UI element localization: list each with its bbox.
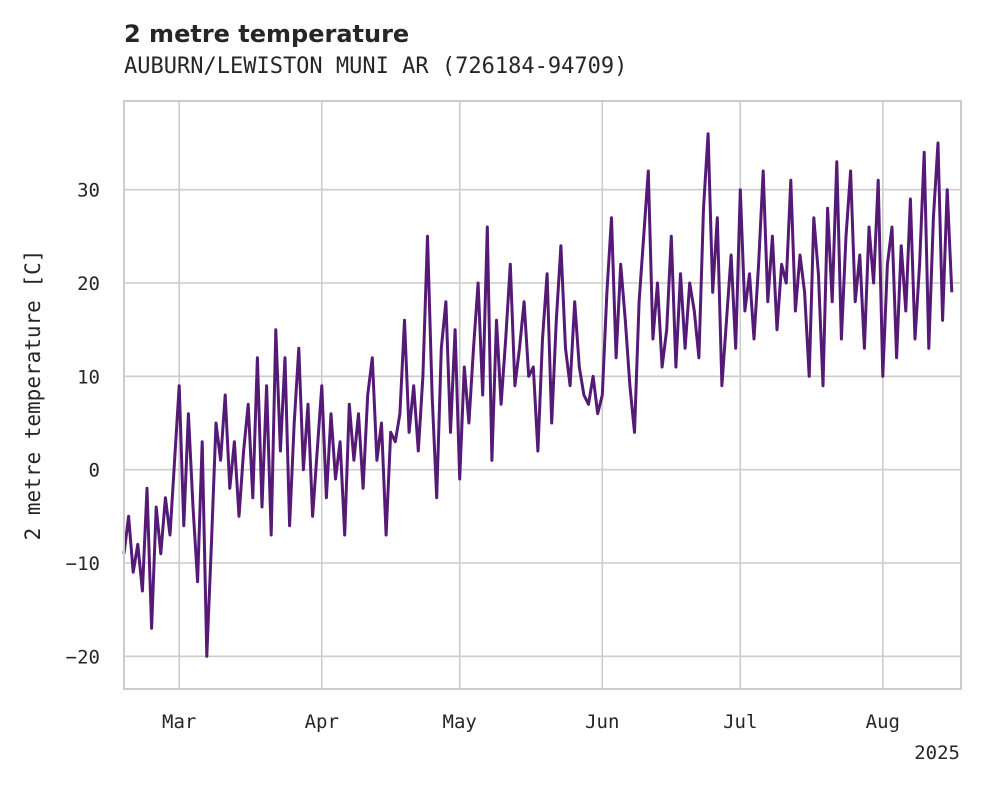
x-tick-label: Aug xyxy=(866,711,900,733)
plot-frame xyxy=(123,100,962,690)
y-tick-label: −10 xyxy=(66,553,100,575)
chart-title: 2 metre temperature xyxy=(124,20,409,48)
temperature-series-line xyxy=(122,132,954,658)
y-axis-label: 2 metre temperature [C] xyxy=(21,250,45,541)
x-tick-label: Jun xyxy=(585,711,619,733)
x-tick-label: Jul xyxy=(723,711,757,733)
tick-labels: Mar Apr May Jun Jul Aug −20 −10 0 10 20 30 xyxy=(66,180,900,733)
x-tick-label: Mar xyxy=(162,711,196,733)
data-series xyxy=(122,132,954,658)
y-tick-label: −20 xyxy=(66,646,100,668)
y-tick-label: 30 xyxy=(77,180,100,202)
chart-subtitle: AUBURN/LEWISTON MUNI AR (726184-94709) xyxy=(124,54,627,79)
x-tick-label: May xyxy=(443,711,477,733)
x-offset-label: 2025 xyxy=(914,742,960,764)
y-tick-label: 20 xyxy=(77,273,100,295)
y-tick-label: 0 xyxy=(89,460,100,482)
x-tick-label: Apr xyxy=(305,711,339,733)
y-tick-label: 10 xyxy=(77,366,100,388)
